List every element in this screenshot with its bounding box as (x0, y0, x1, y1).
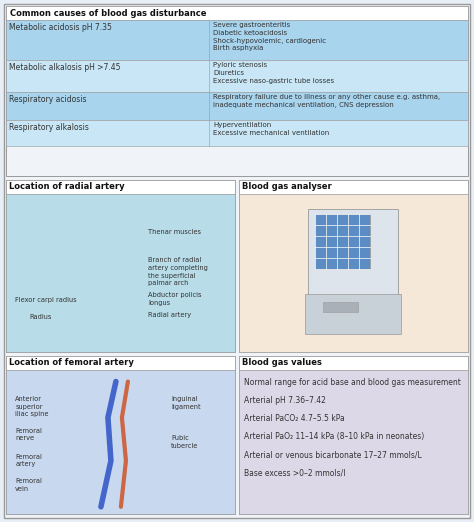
Bar (6, 6, 468, 20)
Bar (239, 180, 468, 194)
Bar (6, 20, 468, 60)
Text: Anterior
superior
iliac spine: Anterior superior iliac spine (15, 396, 49, 418)
Text: Arterial pH 7.36–7.42: Arterial pH 7.36–7.42 (244, 396, 326, 405)
Text: Metabolic alkalosis pH >7.45: Metabolic alkalosis pH >7.45 (9, 63, 120, 72)
Text: Arterial PaCO₂ 4.7–5.5 kPa: Arterial PaCO₂ 4.7–5.5 kPa (244, 414, 345, 423)
Text: Inguinal
ligament: Inguinal ligament (171, 396, 201, 410)
Bar (316, 214, 371, 269)
Text: Femoral
artery: Femoral artery (15, 454, 42, 467)
Text: Common causes of blood gas disturbance: Common causes of blood gas disturbance (10, 8, 207, 18)
Text: Blood gas analyser: Blood gas analyser (242, 182, 332, 191)
Text: Hyperventilation
Excessive mechanical ventilation: Hyperventilation Excessive mechanical ve… (213, 122, 329, 136)
Text: Location of radial artery: Location of radial artery (9, 182, 125, 191)
Text: Location of femoral artery: Location of femoral artery (9, 358, 134, 367)
Text: Branch of radial
artery completing
the superficial
palmar arch: Branch of radial artery completing the s… (148, 257, 208, 287)
Bar (6, 180, 235, 194)
Bar (239, 356, 468, 370)
Text: Respiratory acidosis: Respiratory acidosis (9, 95, 86, 104)
Text: Arterial or venous bicarbonate 17–27 mmols/L: Arterial or venous bicarbonate 17–27 mmo… (244, 450, 422, 459)
Text: Femoral
vein: Femoral vein (15, 478, 42, 492)
Bar (6, 92, 468, 120)
Bar (239, 356, 468, 514)
Bar (306, 294, 401, 334)
Bar (6, 370, 235, 514)
Text: Respiratory failure due to illness or any other cause e.g. asthma,
inadequate me: Respiratory failure due to illness or an… (213, 94, 440, 108)
Text: Thenar muscles: Thenar muscles (148, 229, 201, 235)
Text: Radius: Radius (29, 314, 51, 320)
Bar (6, 194, 235, 352)
Bar (6, 6, 468, 176)
Text: Blood gas values: Blood gas values (242, 358, 322, 367)
Text: Normal range for acid base and blood gas measurement: Normal range for acid base and blood gas… (244, 378, 461, 387)
Text: Severe gastroenteritis
Diabetic ketoacidosis
Shock-hypovolemic, cardiogenic
Birt: Severe gastroenteritis Diabetic ketoacid… (213, 22, 326, 51)
Bar (6, 180, 235, 352)
Text: Base excess >0–2 mmols/l: Base excess >0–2 mmols/l (244, 468, 346, 477)
Text: Respiratory alkalosis: Respiratory alkalosis (9, 123, 89, 132)
Bar (309, 209, 399, 329)
Text: Pubic
tubercle: Pubic tubercle (171, 435, 198, 448)
Text: Arterial PaO₂ 11–14 kPa (8–10 kPa in neonates): Arterial PaO₂ 11–14 kPa (8–10 kPa in neo… (244, 432, 424, 441)
Bar (239, 194, 468, 352)
Text: Abductor policis
longus: Abductor policis longus (148, 292, 201, 306)
Text: Radial artery: Radial artery (148, 313, 191, 318)
Bar (6, 60, 468, 92)
Text: Flexor carpi radius: Flexor carpi radius (15, 296, 77, 303)
Text: Metabolic acidosis pH 7.35: Metabolic acidosis pH 7.35 (9, 23, 112, 32)
Bar (6, 356, 235, 370)
Bar (239, 370, 468, 514)
Text: Femoral
nerve: Femoral nerve (15, 428, 42, 441)
Text: Pyloric stenosis
Diuretics
Excessive naso-gastric tube losses: Pyloric stenosis Diuretics Excessive nas… (213, 62, 334, 84)
Bar (6, 120, 468, 146)
Bar (239, 180, 468, 352)
Bar (6, 356, 235, 514)
Bar (323, 302, 358, 312)
